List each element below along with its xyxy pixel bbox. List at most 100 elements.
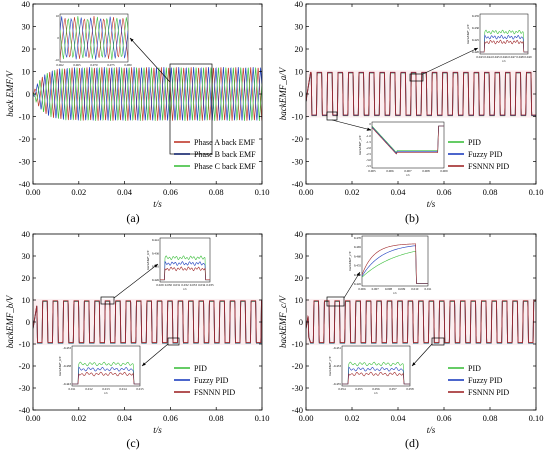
- x-axis-label: t/s: [427, 425, 436, 435]
- inset-x-tick: 0.034: [198, 283, 206, 287]
- y-tick-label: 20: [22, 273, 31, 283]
- inset-x-tick: 0.057: [389, 387, 397, 391]
- inset-x-label: t/s: [393, 291, 397, 295]
- inset-x-tick: 0.006: [358, 287, 366, 291]
- x-tick-label: 0.06: [437, 413, 452, 423]
- inset-line: [342, 371, 410, 385]
- inset-frame: [361, 235, 429, 287]
- zoom-arrow: [422, 47, 479, 75]
- inset-line: [480, 29, 528, 53]
- inset-x-tick: 0.010: [411, 287, 419, 291]
- inset-1: 0.062 0.065 0.070 0.075 0.080 10 0 -10: [55, 13, 132, 67]
- series-group: [306, 71, 536, 117]
- legend-label: Fuzzy PID: [468, 150, 503, 159]
- inset-x-tick: 0.075: [107, 63, 115, 67]
- x-tick-label: 0.04: [391, 187, 407, 197]
- inset-x-tick: 0.032: [181, 283, 189, 287]
- inset-y-label: backEMF_c/V: [328, 355, 332, 376]
- zoom-arrowhead: [154, 264, 158, 268]
- y-tick-label: 20: [295, 273, 304, 283]
- inset-x-tick: 0.008: [422, 169, 430, 173]
- inset-y-tick: 9.436: [152, 251, 160, 255]
- series-line-phase-c-back-emf: [33, 67, 262, 121]
- x-tick-label: 0.06: [163, 187, 178, 197]
- x-tick-label: 0.08: [483, 187, 498, 197]
- y-tick-label: -20: [19, 134, 30, 144]
- legend-label: FSNNN PID: [468, 388, 509, 397]
- inset-x-tick: 0.007: [404, 169, 412, 173]
- y-tick-label: 10: [295, 295, 304, 305]
- inset-y-tick: -1.0: [366, 134, 371, 138]
- x-tick-label: 0.00: [299, 187, 314, 197]
- zoom-arrowhead: [474, 48, 478, 51]
- y-tick-label: 30: [22, 22, 31, 32]
- x-tick-label: 0.04: [117, 413, 133, 423]
- panel-label: (d): [405, 436, 419, 450]
- inset-y-tick: 9.465: [354, 245, 362, 249]
- series-line-phase-b-back-emf: [33, 67, 262, 121]
- inset-line: [372, 125, 444, 155]
- y-tick-label: -30: [292, 383, 303, 393]
- inset-x-tick: 0.049: [524, 55, 532, 59]
- inset-2: 0.0050.0060.0070.0080.0090-0.5-1.0-1.5-2…: [358, 121, 448, 177]
- inset-line: [160, 266, 210, 281]
- x-tick-label: 0.10: [529, 413, 544, 423]
- y-tick-label: 10: [295, 67, 304, 77]
- y-axis-label: backEMF_b/V: [5, 294, 15, 348]
- y-tick-label: 0: [299, 317, 303, 327]
- x-tick-label: 0.04: [117, 187, 133, 197]
- y-tick-label: 0: [26, 89, 30, 99]
- legend-label: Fuzzy PID: [194, 376, 229, 385]
- y-axis-label: backEMF_c/V: [278, 295, 288, 348]
- y-tick-label: 30: [295, 251, 304, 261]
- inset-y-tick: -9.438: [63, 364, 72, 368]
- inset-x-tick: 0.035: [206, 283, 214, 287]
- panel-label: (b): [405, 211, 419, 225]
- inset-x-tick: 0.030: [165, 283, 173, 287]
- inset-frame: [341, 345, 411, 387]
- signal-band: [33, 298, 262, 346]
- zoom-arrowhead: [130, 38, 134, 42]
- inset-x-label: t/s: [183, 287, 187, 291]
- zoom-region: [431, 337, 445, 346]
- inset-x-tick: 0.031: [173, 283, 181, 287]
- inset-x-tick: 0.012: [85, 387, 93, 391]
- inset-x-tick: 0.044: [484, 55, 492, 59]
- x-tick-label: 0.00: [26, 413, 41, 423]
- zoom-arrow: [113, 263, 159, 299]
- inset-y-tick: 9.441: [152, 238, 160, 242]
- series-group: [33, 300, 262, 344]
- inset-x-tick: 0.070: [90, 63, 98, 67]
- panel-2: 0.00 0.02 0.04 0.06 0.08 0.10 -40 -30 -20 -10 0 10 2…: [278, 0, 543, 225]
- panel-label: (a): [126, 211, 139, 225]
- y-tick-label: -40: [19, 179, 30, 189]
- inset-series: [160, 255, 210, 281]
- inset-y-label: backEMF_c/V: [348, 250, 352, 271]
- inset-x-tick: 0.058: [406, 387, 414, 391]
- inset-x-tick: 0.055: [355, 387, 363, 391]
- x-axis-label: t/s: [153, 425, 162, 435]
- y-tick-label: -30: [19, 157, 30, 167]
- x-tick-label: 0.00: [299, 413, 314, 423]
- inset-y-tick: 9.420: [472, 50, 480, 54]
- legend-label: Phase B back EMF: [194, 150, 256, 159]
- inset-x-tick: 0.009: [440, 169, 448, 173]
- inset-line: [72, 366, 140, 385]
- inset-y-tick: 9.435: [472, 14, 480, 18]
- inset-line: [160, 260, 210, 281]
- inset-x-tick: 0.008: [385, 287, 393, 291]
- y-tick-label: -20: [292, 361, 303, 371]
- inset-x-tick: 0.043: [476, 55, 484, 59]
- x-tick-label: 0.10: [255, 413, 270, 423]
- zoom-arrow: [129, 37, 171, 83]
- series-line-fsnnn-pid: [306, 300, 536, 344]
- y-tick-label: 10: [22, 295, 31, 305]
- inset-y-tick: 9.445: [354, 282, 362, 286]
- inset-series: [362, 243, 428, 284]
- inset-y-tick: 0: [369, 122, 371, 126]
- zoom-arrowhead: [356, 272, 360, 276]
- y-tick-label: -40: [292, 405, 303, 415]
- zoom-region: [167, 337, 180, 346]
- legend-label: PID: [468, 364, 481, 373]
